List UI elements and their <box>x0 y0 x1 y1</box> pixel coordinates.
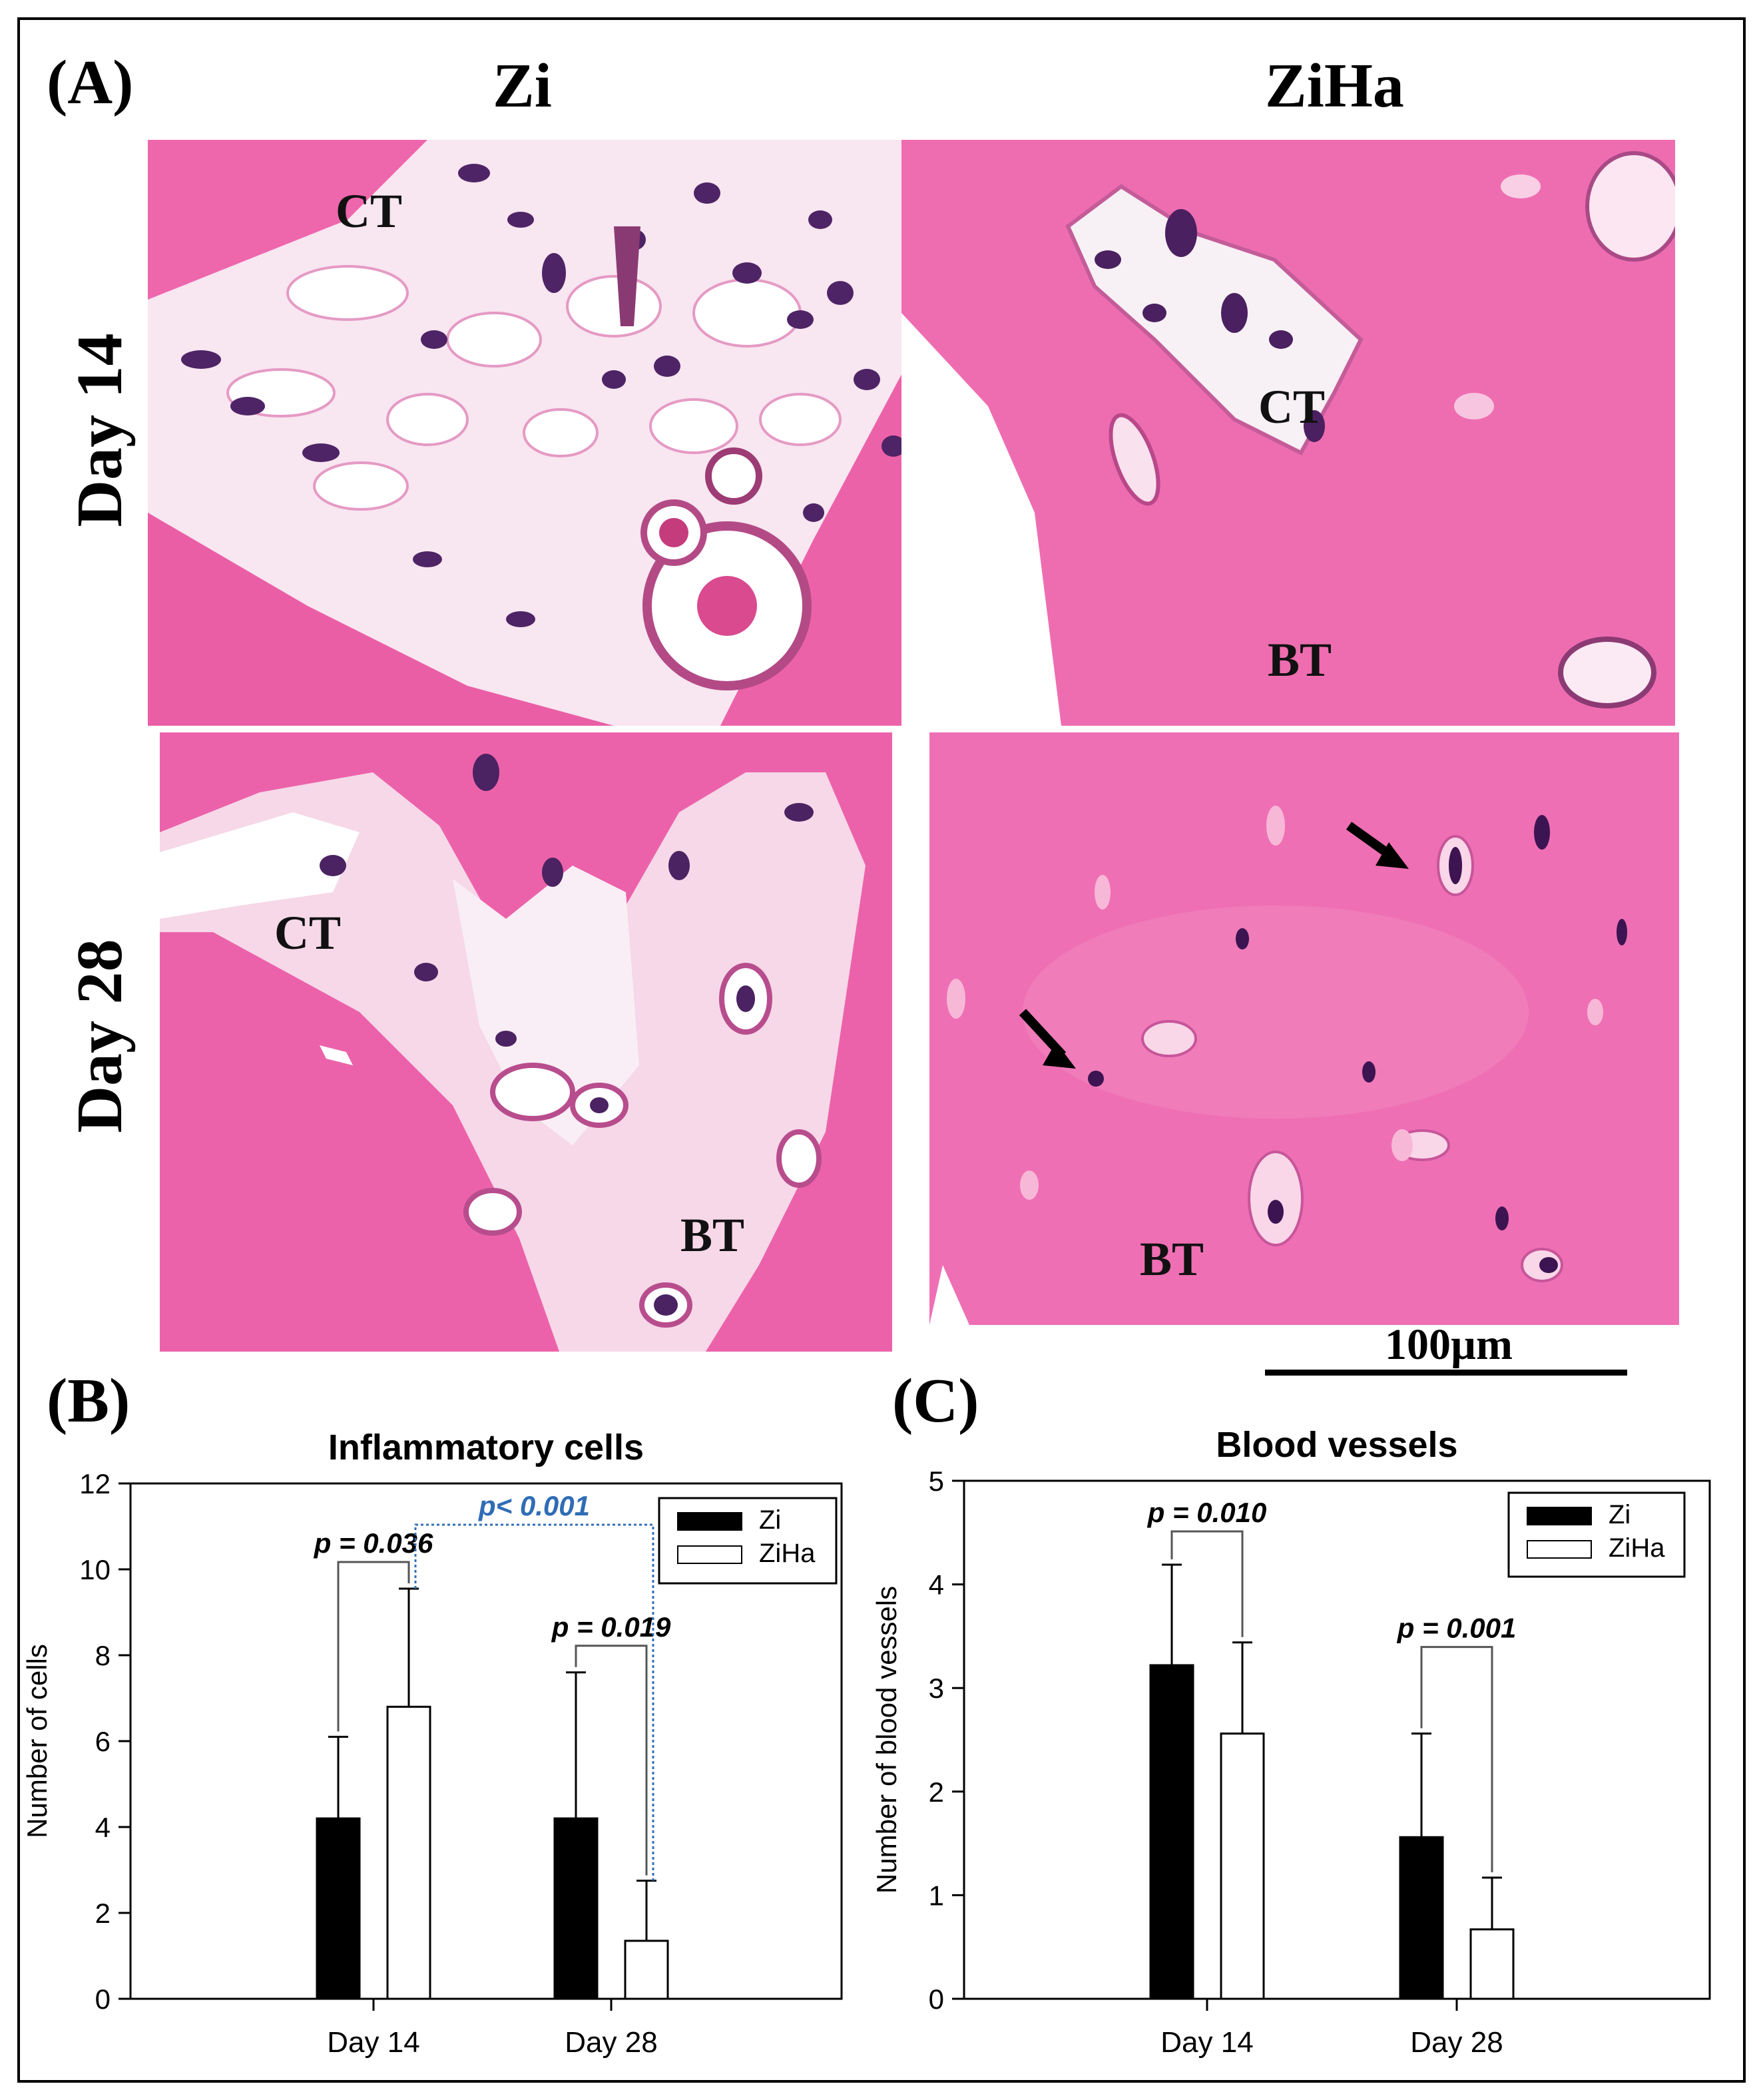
blood-vessels-y-tick-label: 4 <box>929 1569 944 1601</box>
blood-vessels-significance-bracket <box>1170 1530 1244 1637</box>
blood-vessels-p-value-label: p = 0.001 <box>1397 1613 1517 1644</box>
row-heading-day28: Day 28 <box>64 939 136 1133</box>
label-bt-ziha-day14: BT <box>1268 633 1332 686</box>
inflammatory-bar-ziha-day28 <box>624 1940 669 2000</box>
inflammatory-x-tick-label: Day 14 <box>327 2026 419 2059</box>
inflammatory-bar-zi-day28 <box>553 1817 599 2000</box>
inflammatory-significance-bracket <box>337 1561 410 1732</box>
blood-vessels-y-tick-label: 2 <box>929 1776 944 1808</box>
micrograph-zi-day28: CT BT <box>160 732 892 1352</box>
scale-bar <box>1265 1370 1627 1376</box>
blood-vessels-legend-label-zi: Zi <box>1609 1500 1631 1529</box>
blood-vessels-y-tick-label: 3 <box>929 1673 944 1704</box>
micrograph-zi-day28-image <box>160 732 892 1352</box>
inflammatory-x-tick-label: Day 28 <box>565 2026 657 2059</box>
inflammatory-y-tick-label: 12 <box>79 1468 111 1499</box>
scale-bar-label: 100µm <box>1385 1320 1513 1369</box>
panel-label-b: (B) <box>47 1366 130 1436</box>
blood-vessels-legend-swatch-ziha <box>1527 1540 1592 1559</box>
micrograph-zi-day14-image <box>148 140 920 726</box>
blood-vessels-chart-title: Blood vessels <box>1216 1425 1457 1465</box>
blood-vessels-x-tick-label: Day 28 <box>1410 2026 1503 2059</box>
label-ct-zi-day14: CT <box>336 184 403 238</box>
inflammatory-cross-significance-bracket <box>414 1523 654 1881</box>
blood-vessels-y-axis-label: Number of blood vessels <box>872 1586 902 1894</box>
inflammatory-y-tick-label: 6 <box>95 1726 111 1757</box>
inflammatory-cells-chart: Inflammatory cells Number of cells 0 2 4 6 8 10… <box>21 1428 843 2059</box>
inflammatory-p-value-label: p = 0.036 <box>314 1527 433 1559</box>
blood-vessels-significance-bracket <box>1420 1646 1493 1872</box>
panel-label-c: (C) <box>892 1366 979 1436</box>
inflammatory-bar-zi-day14 <box>316 1817 361 2000</box>
inflammatory-y-tick-label: 2 <box>95 1898 111 1929</box>
blood-vessels-y-tick-label: 5 <box>929 1465 944 1497</box>
blood-vessels-bar-ziha-day28 <box>1469 1928 1515 2000</box>
figure-frame <box>17 17 1746 2083</box>
inflammatory-bar-ziha-day14 <box>386 1705 431 2000</box>
inflammatory-p-value-label: p = 0.019 <box>551 1611 671 1643</box>
inflammatory-y-tick-label: 10 <box>79 1554 111 1585</box>
inflammatory-significance-bracket <box>575 1645 648 1876</box>
blood-vessels-bar-ziha-day14 <box>1220 1732 1265 2000</box>
micrograph-zi-day14: CT <box>148 140 920 726</box>
column-heading-zi: Zi <box>493 51 552 121</box>
column-heading-ziha: ZiHa <box>1265 51 1404 121</box>
blood-vessels-bar-zi-day28 <box>1399 1836 1444 2000</box>
blood-vessels-plot-frame <box>963 1479 1711 2000</box>
row-heading-day14: Day 14 <box>64 333 136 527</box>
label-bt-zi-day28: BT <box>680 1208 745 1262</box>
blood-vessels-y-tick-label: 1 <box>929 1880 944 1911</box>
inflammatory-legend-label-ziha: ZiHa <box>759 1539 816 1568</box>
label-ct-zi-day28: CT <box>274 906 342 959</box>
label-ct-ziha-day14: CT <box>1258 380 1326 433</box>
label-bt-ziha-day28: BT <box>1140 1232 1204 1286</box>
inflammatory-y-tick-label: 4 <box>95 1812 111 1843</box>
micrograph-ziha-day14: CT BT <box>901 140 1675 726</box>
micrograph-ziha-day14-image <box>901 140 1675 726</box>
inflammatory-y-tick-label: 8 <box>95 1640 111 1671</box>
blood-vessels-bar-zi-day14 <box>1149 1664 1194 2000</box>
inflammatory-legend-swatch-ziha <box>677 1545 742 1564</box>
blood-vessels-legend-swatch-zi <box>1527 1507 1592 1525</box>
inflammatory-y-axis-label: Number of cells <box>21 1644 53 1838</box>
micrograph-ziha-day28: BT <box>929 732 1679 1325</box>
panel-label-a: (A) <box>47 48 134 117</box>
blood-vessels-legend-label-ziha: ZiHa <box>1609 1533 1665 1563</box>
blood-vessels-y-tick-label: 0 <box>929 1983 944 2015</box>
inflammatory-chart-title: Inflammatory cells <box>328 1428 644 1467</box>
inflammatory-cross-p-value-label: p< 0.001 <box>478 1490 590 1521</box>
blood-vessels-x-tick-label: Day 14 <box>1160 2026 1253 2059</box>
inflammatory-y-tick-label: 0 <box>95 1983 111 2015</box>
blood-vessels-p-value-label: p = 0.010 <box>1147 1497 1267 1528</box>
inflammatory-legend-swatch-zi <box>677 1512 742 1531</box>
inflammatory-legend-label-zi: Zi <box>759 1505 781 1535</box>
blood-vessels-chart: Blood vessels Number of blood vessels 0 1 2 3… <box>872 1425 1711 2059</box>
micrograph-ziha-day28-image <box>929 732 1679 1325</box>
